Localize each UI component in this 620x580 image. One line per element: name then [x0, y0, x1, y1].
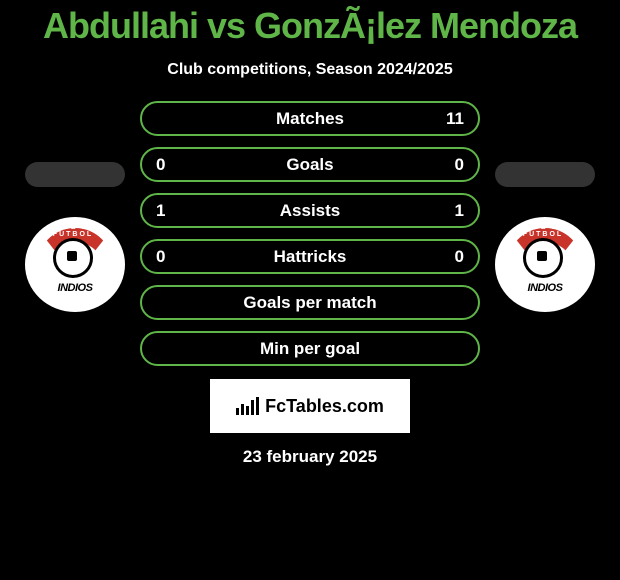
stat-left-value: 1	[156, 201, 165, 221]
player-right-avatar	[495, 162, 595, 187]
stat-right-value: 0	[455, 155, 464, 175]
stat-label: Min per goal	[260, 339, 360, 359]
player-left-col: CLUB DE FUTBOL INDIOS	[25, 156, 125, 312]
stat-row-hattricks: 0 Hattricks 0	[140, 239, 480, 274]
stat-label: Goals per match	[243, 293, 376, 313]
stat-label: Matches	[276, 109, 344, 129]
stat-right-value: 1	[455, 201, 464, 221]
stat-label: Goals	[286, 155, 333, 175]
club-top-text: CLUB DE FUTBOL	[505, 224, 581, 238]
stat-row-assists: 1 Assists 1	[140, 193, 480, 228]
stats-column: Matches 11 0 Goals 0 1 Assists 1 0 Hattr…	[140, 101, 480, 366]
chart-icon	[236, 397, 259, 415]
stat-left-value: 0	[156, 155, 165, 175]
stat-row-mpg: Min per goal	[140, 331, 480, 366]
player-left-avatar	[25, 162, 125, 187]
player-right-col: CLUB DE FUTBOL INDIOS	[495, 156, 595, 312]
club-top-text: CLUB DE FUTBOL	[35, 224, 111, 238]
club-name: INDIOS	[35, 282, 115, 294]
stat-left-value: 0	[156, 247, 165, 267]
fctables-link[interactable]: FcTables.com	[210, 379, 410, 433]
player-right-club-badge: CLUB DE FUTBOL INDIOS	[495, 217, 595, 312]
club-name: INDIOS	[505, 282, 585, 294]
stat-row-gpm: Goals per match	[140, 285, 480, 320]
comparison-card: Abdullahi vs GonzÃ¡lez Mendoza Club comp…	[0, 0, 620, 467]
stat-label: Assists	[280, 201, 340, 221]
fctables-label: FcTables.com	[265, 396, 384, 417]
player-left-club-badge: CLUB DE FUTBOL INDIOS	[25, 217, 125, 312]
content-row: CLUB DE FUTBOL INDIOS Matches 11 0 Goals…	[0, 101, 620, 366]
stat-right-value: 0	[455, 247, 464, 267]
stat-label: Hattricks	[274, 247, 347, 267]
stat-row-goals: 0 Goals 0	[140, 147, 480, 182]
date-label: 23 february 2025	[0, 447, 620, 467]
stat-row-matches: Matches 11	[140, 101, 480, 136]
stat-right-value: 11	[446, 109, 464, 129]
page-title: Abdullahi vs GonzÃ¡lez Mendoza	[0, 5, 620, 47]
subtitle: Club competitions, Season 2024/2025	[0, 61, 620, 79]
